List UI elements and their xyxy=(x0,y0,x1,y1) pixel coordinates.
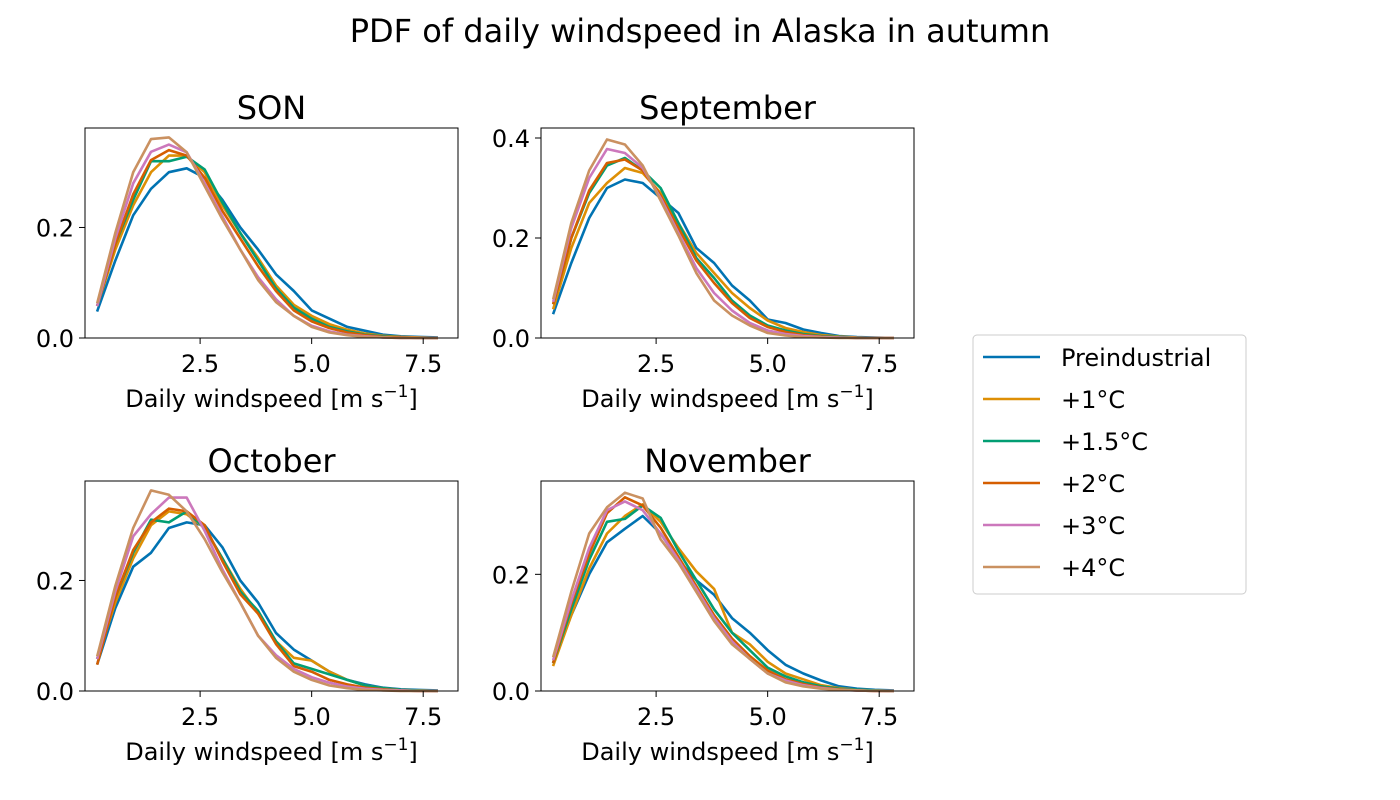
september-axes-frame xyxy=(540,127,915,339)
son-axes-frame xyxy=(84,127,459,339)
panel-november: November 2.5 5.0 7.5 0.0 0.2 Daily windspeed [… xyxy=(492,442,915,766)
legend-label-plus-3-c: +3°C xyxy=(1061,512,1125,540)
legend-label-plus-1-5-c: +1.5°C xyxy=(1061,428,1148,456)
legend-label-plus-4-c: +4°C xyxy=(1061,554,1125,582)
son-x-tick-label: 7.5 xyxy=(404,350,442,378)
son-series-plus-1-5-c xyxy=(95,155,438,340)
october-y-tick-label: 0.2 xyxy=(36,567,74,595)
panel-september: September 2.5 5.0 7.5 0.0 0.2 0.4 Daily windspe… xyxy=(492,89,915,413)
son-y-tick-label: 0.2 xyxy=(36,214,74,242)
legend-frame xyxy=(972,334,1247,595)
legend-label-plus-1-c: +1°C xyxy=(1061,386,1125,414)
october-x-tick-label: 2.5 xyxy=(181,703,219,731)
panel-october: October 2.5 5.0 7.5 0.0 0.2 Daily windspeed [m… xyxy=(36,442,459,766)
november-title: November xyxy=(644,442,811,480)
october-series-plus-2-c xyxy=(95,507,438,693)
november-x-axis-label: Daily windspeed [m s−1] xyxy=(581,735,874,766)
october-title: October xyxy=(207,442,336,480)
october-axes-frame xyxy=(84,480,459,692)
september-title: September xyxy=(639,89,817,127)
september-x-axis-label: Daily windspeed [m s−1] xyxy=(581,382,874,413)
son-x-tick-label: 2.5 xyxy=(181,350,219,378)
september-x-tick-label: 2.5 xyxy=(637,350,675,378)
september-x-tick-label: 7.5 xyxy=(860,350,898,378)
son-x-tick-label: 5.0 xyxy=(293,350,331,378)
november-x-tick-label: 7.5 xyxy=(860,703,898,731)
son-series-plus-1-c xyxy=(95,154,438,340)
october-y-tick-label: 0.0 xyxy=(36,678,74,706)
october-series-preindustrial xyxy=(95,521,438,692)
figure-title: PDF of daily windspeed in Alaska in autu… xyxy=(350,12,1051,50)
son-title: SON xyxy=(237,89,306,127)
november-axes-frame xyxy=(540,480,915,692)
panel-son: SON 2.5 5.0 7.5 0.0 0.2 Daily windspeed [m s−1… xyxy=(36,89,459,413)
son-series-plus-4-c xyxy=(95,136,438,340)
son-series-preindustrial xyxy=(95,167,438,339)
legend-label-plus-2-c: +2°C xyxy=(1061,470,1125,498)
november-series-plus-1-5-c xyxy=(551,504,894,693)
november-y-tick-label: 0.0 xyxy=(492,678,530,706)
son-series-plus-3-c xyxy=(95,143,438,340)
son-x-axis-label: Daily windspeed [m s−1] xyxy=(125,382,418,413)
legend: Preindustrial +1°C +1.5°C +2°C +3°C +4°C xyxy=(972,334,1247,595)
november-x-tick-label: 2.5 xyxy=(637,703,675,731)
september-x-tick-label: 5.0 xyxy=(749,350,787,378)
november-series-preindustrial xyxy=(551,514,894,692)
october-x-axis-label: Daily windspeed [m s−1] xyxy=(125,735,418,766)
november-series-plus-1-c xyxy=(551,502,894,693)
november-x-tick-label: 5.0 xyxy=(749,703,787,731)
september-series-preindustrial xyxy=(551,178,894,340)
november-series-plus-4-c xyxy=(551,491,894,693)
september-y-tick-label: 0.2 xyxy=(492,225,530,253)
october-series-plus-1-5-c xyxy=(95,510,438,693)
october-series-plus-1-c xyxy=(95,510,438,693)
october-x-tick-label: 7.5 xyxy=(404,703,442,731)
legend-label-preindustrial: Preindustrial xyxy=(1061,344,1211,372)
november-y-tick-label: 0.2 xyxy=(492,561,530,589)
september-y-tick-label: 0.0 xyxy=(492,325,530,353)
october-x-tick-label: 5.0 xyxy=(293,703,331,731)
son-y-tick-label: 0.0 xyxy=(36,325,74,353)
september-y-tick-label: 0.4 xyxy=(492,125,530,153)
october-series-plus-4-c xyxy=(95,489,438,693)
